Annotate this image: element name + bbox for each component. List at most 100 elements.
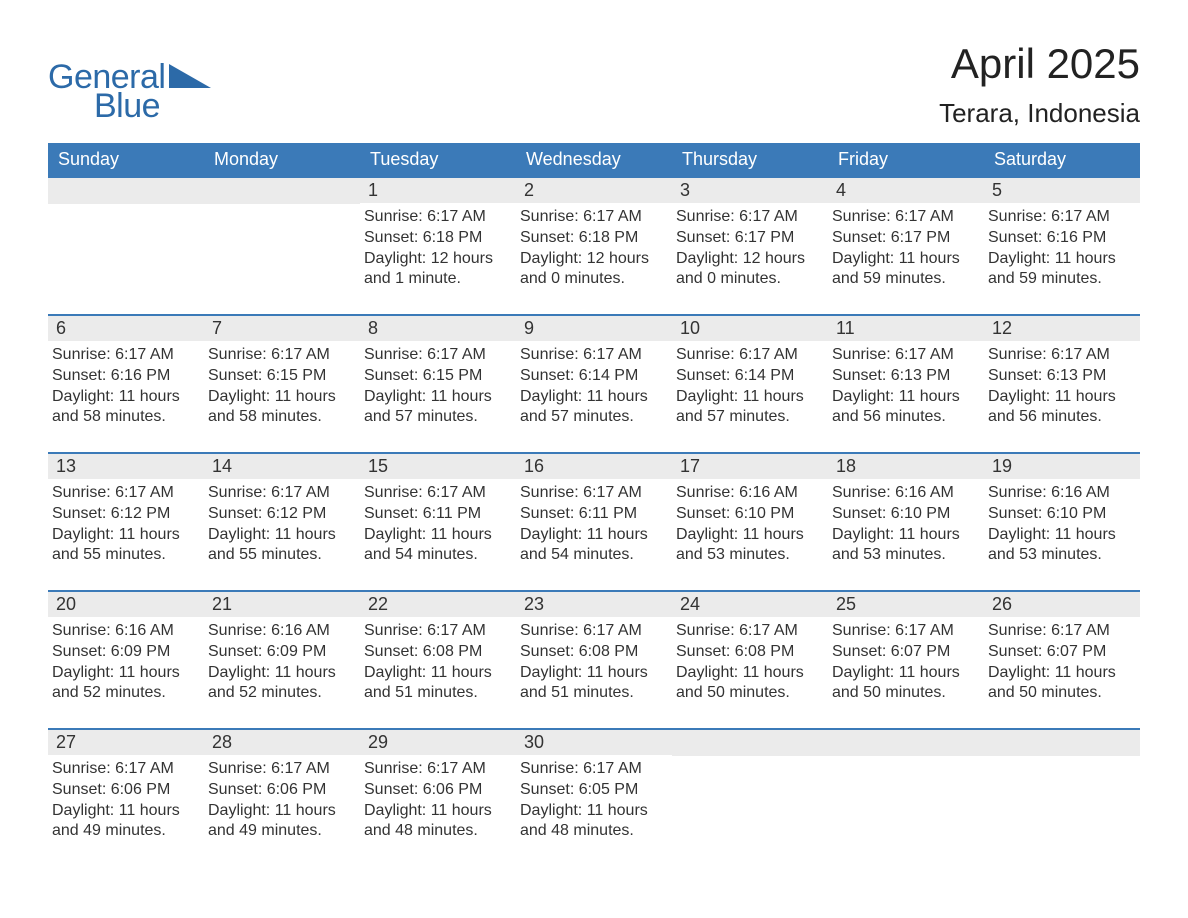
week-row: 6Sunrise: 6:17 AMSunset: 6:16 PMDaylight…: [48, 314, 1140, 442]
sunset-text: Sunset: 6:17 PM: [676, 228, 822, 249]
sunrise-text: Sunrise: 6:17 AM: [832, 207, 978, 228]
day-number: 4: [828, 178, 984, 203]
sunrise-text: Sunrise: 6:17 AM: [52, 483, 198, 504]
day-number-empty: [204, 178, 360, 204]
day-number: 15: [360, 454, 516, 479]
day-number: 24: [672, 592, 828, 617]
daylight-text: Daylight: 11 hours and 51 minutes.: [520, 663, 666, 705]
weekday-monday: Monday: [204, 143, 360, 176]
sunset-text: Sunset: 6:10 PM: [988, 504, 1134, 525]
day-body: Sunrise: 6:17 AMSunset: 6:18 PMDaylight:…: [360, 203, 516, 294]
day-cell: [828, 730, 984, 856]
day-number: 6: [48, 316, 204, 341]
sunset-text: Sunset: 6:08 PM: [364, 642, 510, 663]
sunset-text: Sunset: 6:13 PM: [832, 366, 978, 387]
day-cell: 8Sunrise: 6:17 AMSunset: 6:15 PMDaylight…: [360, 316, 516, 442]
daylight-text: Daylight: 11 hours and 50 minutes.: [676, 663, 822, 705]
month-title: April 2025: [939, 40, 1140, 88]
sunrise-text: Sunrise: 6:17 AM: [364, 207, 510, 228]
daylight-text: Daylight: 11 hours and 48 minutes.: [520, 801, 666, 843]
day-body: Sunrise: 6:17 AMSunset: 6:12 PMDaylight:…: [204, 479, 360, 570]
location-label: Terara, Indonesia: [939, 98, 1140, 129]
sunrise-text: Sunrise: 6:17 AM: [832, 345, 978, 366]
sunrise-text: Sunrise: 6:17 AM: [52, 759, 198, 780]
day-cell: [672, 730, 828, 856]
sunset-text: Sunset: 6:05 PM: [520, 780, 666, 801]
sunset-text: Sunset: 6:18 PM: [520, 228, 666, 249]
daylight-text: Daylight: 11 hours and 53 minutes.: [832, 525, 978, 567]
logo: General Blue: [48, 58, 211, 126]
sunset-text: Sunset: 6:12 PM: [52, 504, 198, 525]
day-cell: 4Sunrise: 6:17 AMSunset: 6:17 PMDaylight…: [828, 178, 984, 304]
day-cell: [204, 178, 360, 304]
weekday-tuesday: Tuesday: [360, 143, 516, 176]
day-cell: 12Sunrise: 6:17 AMSunset: 6:13 PMDayligh…: [984, 316, 1140, 442]
sunset-text: Sunset: 6:12 PM: [208, 504, 354, 525]
sunrise-text: Sunrise: 6:17 AM: [364, 483, 510, 504]
day-number: 23: [516, 592, 672, 617]
day-body: Sunrise: 6:17 AMSunset: 6:16 PMDaylight:…: [984, 203, 1140, 294]
sunrise-text: Sunrise: 6:17 AM: [520, 345, 666, 366]
daylight-text: Daylight: 11 hours and 56 minutes.: [832, 387, 978, 429]
sunset-text: Sunset: 6:16 PM: [52, 366, 198, 387]
sunrise-text: Sunrise: 6:16 AM: [832, 483, 978, 504]
day-number: 19: [984, 454, 1140, 479]
day-cell: [984, 730, 1140, 856]
day-number: 20: [48, 592, 204, 617]
day-cell: 18Sunrise: 6:16 AMSunset: 6:10 PMDayligh…: [828, 454, 984, 580]
weekday-sunday: Sunday: [48, 143, 204, 176]
daylight-text: Daylight: 11 hours and 58 minutes.: [52, 387, 198, 429]
daylight-text: Daylight: 11 hours and 50 minutes.: [832, 663, 978, 705]
day-cell: 29Sunrise: 6:17 AMSunset: 6:06 PMDayligh…: [360, 730, 516, 856]
day-cell: 9Sunrise: 6:17 AMSunset: 6:14 PMDaylight…: [516, 316, 672, 442]
day-body: Sunrise: 6:17 AMSunset: 6:07 PMDaylight:…: [828, 617, 984, 708]
day-number: 17: [672, 454, 828, 479]
day-number: 7: [204, 316, 360, 341]
day-number: 25: [828, 592, 984, 617]
day-cell: 30Sunrise: 6:17 AMSunset: 6:05 PMDayligh…: [516, 730, 672, 856]
daylight-text: Daylight: 11 hours and 50 minutes.: [988, 663, 1134, 705]
sunset-text: Sunset: 6:07 PM: [832, 642, 978, 663]
daylight-text: Daylight: 11 hours and 53 minutes.: [988, 525, 1134, 567]
sunrise-text: Sunrise: 6:17 AM: [988, 207, 1134, 228]
daylight-text: Daylight: 12 hours and 0 minutes.: [520, 249, 666, 291]
sunrise-text: Sunrise: 6:17 AM: [832, 621, 978, 642]
sunrise-text: Sunrise: 6:17 AM: [364, 759, 510, 780]
day-number: 2: [516, 178, 672, 203]
header: General Blue April 2025 Terara, Indonesi…: [48, 40, 1140, 129]
sunrise-text: Sunrise: 6:17 AM: [988, 345, 1134, 366]
sunrise-text: Sunrise: 6:16 AM: [676, 483, 822, 504]
day-cell: 27Sunrise: 6:17 AMSunset: 6:06 PMDayligh…: [48, 730, 204, 856]
day-body: Sunrise: 6:16 AMSunset: 6:10 PMDaylight:…: [672, 479, 828, 570]
day-body: Sunrise: 6:17 AMSunset: 6:07 PMDaylight:…: [984, 617, 1140, 708]
day-cell: 22Sunrise: 6:17 AMSunset: 6:08 PMDayligh…: [360, 592, 516, 718]
day-body: Sunrise: 6:17 AMSunset: 6:13 PMDaylight:…: [828, 341, 984, 432]
daylight-text: Daylight: 11 hours and 59 minutes.: [988, 249, 1134, 291]
sunrise-text: Sunrise: 6:17 AM: [520, 759, 666, 780]
week-row: 1Sunrise: 6:17 AMSunset: 6:18 PMDaylight…: [48, 176, 1140, 304]
day-cell: 25Sunrise: 6:17 AMSunset: 6:07 PMDayligh…: [828, 592, 984, 718]
day-cell: 10Sunrise: 6:17 AMSunset: 6:14 PMDayligh…: [672, 316, 828, 442]
sunset-text: Sunset: 6:09 PM: [208, 642, 354, 663]
daylight-text: Daylight: 11 hours and 52 minutes.: [52, 663, 198, 705]
day-body: Sunrise: 6:16 AMSunset: 6:10 PMDaylight:…: [828, 479, 984, 570]
day-number: 1: [360, 178, 516, 203]
day-number: 10: [672, 316, 828, 341]
day-body: Sunrise: 6:17 AMSunset: 6:13 PMDaylight:…: [984, 341, 1140, 432]
sunset-text: Sunset: 6:15 PM: [208, 366, 354, 387]
sunrise-text: Sunrise: 6:17 AM: [208, 345, 354, 366]
day-number-empty: [984, 730, 1140, 756]
sunrise-text: Sunrise: 6:16 AM: [52, 621, 198, 642]
sunset-text: Sunset: 6:07 PM: [988, 642, 1134, 663]
day-body: Sunrise: 6:17 AMSunset: 6:06 PMDaylight:…: [48, 755, 204, 846]
sunrise-text: Sunrise: 6:17 AM: [520, 483, 666, 504]
sunset-text: Sunset: 6:10 PM: [832, 504, 978, 525]
day-cell: 11Sunrise: 6:17 AMSunset: 6:13 PMDayligh…: [828, 316, 984, 442]
daylight-text: Daylight: 12 hours and 1 minute.: [364, 249, 510, 291]
sunrise-text: Sunrise: 6:17 AM: [520, 207, 666, 228]
day-body: Sunrise: 6:17 AMSunset: 6:11 PMDaylight:…: [516, 479, 672, 570]
day-cell: 6Sunrise: 6:17 AMSunset: 6:16 PMDaylight…: [48, 316, 204, 442]
sunset-text: Sunset: 6:06 PM: [52, 780, 198, 801]
day-body: Sunrise: 6:17 AMSunset: 6:14 PMDaylight:…: [516, 341, 672, 432]
daylight-text: Daylight: 11 hours and 51 minutes.: [364, 663, 510, 705]
